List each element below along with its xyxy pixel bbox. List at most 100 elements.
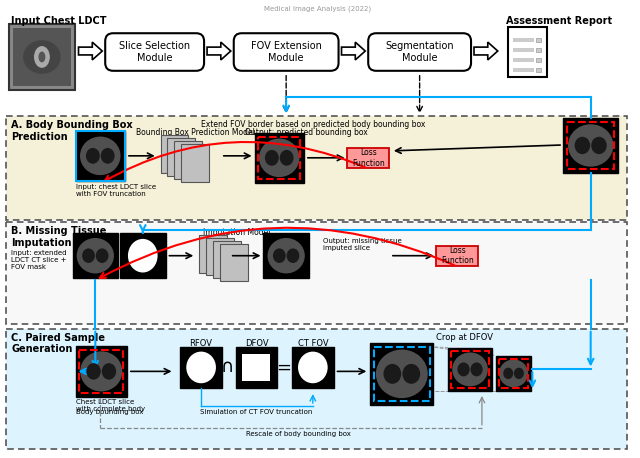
Text: Input Chest LDCT: Input Chest LDCT: [12, 16, 107, 27]
Bar: [370, 343, 433, 405]
Ellipse shape: [268, 238, 305, 273]
Text: DFOV: DFOV: [244, 339, 268, 348]
Bar: [259, 137, 300, 179]
Ellipse shape: [499, 360, 528, 387]
Ellipse shape: [23, 40, 61, 74]
Text: Output: missing tissue
imputed slice: Output: missing tissue imputed slice: [323, 238, 401, 251]
FancyBboxPatch shape: [105, 33, 204, 71]
Bar: [563, 118, 618, 173]
Text: B. Missing Tissue
Imputation: B. Missing Tissue Imputation: [12, 226, 107, 248]
Bar: [242, 354, 270, 381]
Text: Loss
Function: Loss Function: [352, 148, 385, 168]
Bar: [374, 347, 429, 401]
Text: =: =: [276, 359, 291, 376]
Ellipse shape: [82, 248, 95, 263]
Bar: [508, 27, 547, 77]
Bar: [72, 233, 118, 278]
Text: Crop at DFOV: Crop at DFOV: [436, 333, 493, 342]
Bar: [175, 141, 202, 179]
Bar: [6, 222, 627, 324]
Bar: [236, 347, 277, 388]
Bar: [513, 38, 534, 42]
Text: RFOV: RFOV: [189, 339, 212, 348]
Ellipse shape: [503, 368, 513, 379]
Bar: [181, 144, 209, 181]
Text: Assessment Report: Assessment Report: [506, 16, 612, 27]
Bar: [513, 48, 534, 52]
Text: Extend FOV border based on predicted body bounding box: Extend FOV border based on predicted bod…: [201, 120, 425, 129]
Ellipse shape: [86, 363, 100, 380]
Ellipse shape: [298, 352, 328, 383]
Bar: [76, 131, 125, 180]
Ellipse shape: [383, 364, 401, 384]
Bar: [13, 28, 70, 86]
Bar: [348, 148, 389, 168]
Text: Input: chest LDCT slice
with FOV truncation: Input: chest LDCT slice with FOV truncat…: [76, 184, 156, 196]
Bar: [10, 24, 74, 90]
Bar: [199, 235, 227, 273]
Text: Slice Selection
Module: Slice Selection Module: [119, 41, 190, 63]
Ellipse shape: [128, 239, 157, 273]
Ellipse shape: [80, 136, 120, 175]
Bar: [536, 68, 541, 72]
Text: Body bounding box: Body bounding box: [76, 409, 143, 415]
Bar: [536, 58, 541, 62]
Polygon shape: [207, 42, 231, 60]
Ellipse shape: [591, 137, 607, 154]
Polygon shape: [342, 42, 365, 60]
Ellipse shape: [86, 148, 100, 164]
Text: Segmentation
Module: Segmentation Module: [385, 41, 454, 63]
Ellipse shape: [100, 148, 115, 164]
Ellipse shape: [458, 362, 470, 376]
Bar: [161, 135, 188, 173]
Bar: [76, 346, 127, 397]
Text: Medical Image Analysis (2022): Medical Image Analysis (2022): [264, 5, 371, 12]
Text: Output: predicted bounding box: Output: predicted bounding box: [244, 128, 367, 137]
Bar: [220, 244, 248, 281]
Ellipse shape: [259, 138, 300, 177]
Text: Input: extended
LDCT CT slice +
FOV mask: Input: extended LDCT CT slice + FOV mask: [12, 250, 67, 270]
Bar: [6, 329, 627, 449]
Ellipse shape: [470, 362, 483, 376]
Ellipse shape: [38, 51, 45, 62]
Bar: [451, 351, 489, 388]
Bar: [213, 241, 241, 278]
Ellipse shape: [452, 353, 488, 387]
Bar: [120, 233, 166, 278]
Ellipse shape: [186, 352, 216, 383]
Ellipse shape: [280, 150, 294, 166]
Bar: [168, 138, 195, 175]
Bar: [79, 349, 123, 393]
Bar: [448, 348, 492, 391]
Text: Imputation Model: Imputation Model: [203, 228, 271, 237]
Ellipse shape: [34, 46, 50, 68]
Ellipse shape: [287, 248, 300, 263]
Text: Rescale of body bounding box: Rescale of body bounding box: [246, 431, 351, 437]
Ellipse shape: [376, 349, 428, 398]
Text: Loss
Function: Loss Function: [441, 246, 474, 265]
FancyBboxPatch shape: [368, 33, 471, 71]
Ellipse shape: [80, 351, 122, 392]
Ellipse shape: [102, 363, 116, 380]
Ellipse shape: [273, 248, 285, 263]
Ellipse shape: [575, 137, 590, 154]
Text: Simulation of CT FOV truncation: Simulation of CT FOV truncation: [200, 409, 313, 415]
Bar: [513, 58, 534, 62]
Ellipse shape: [568, 124, 613, 167]
Ellipse shape: [77, 238, 114, 273]
Text: FOV Extension
Module: FOV Extension Module: [251, 41, 321, 63]
Bar: [513, 68, 534, 72]
Text: Chest LDCT slice
with complete body: Chest LDCT slice with complete body: [76, 399, 145, 412]
Ellipse shape: [514, 368, 524, 379]
Bar: [6, 116, 627, 220]
FancyBboxPatch shape: [234, 33, 339, 71]
Bar: [264, 233, 309, 278]
Bar: [206, 238, 234, 275]
Bar: [255, 133, 304, 183]
Bar: [536, 38, 541, 42]
Bar: [567, 122, 614, 169]
Text: ∩: ∩: [220, 359, 234, 376]
Polygon shape: [474, 42, 498, 60]
Polygon shape: [79, 42, 102, 60]
Text: A. Body Bounding Box
Prediction: A. Body Bounding Box Prediction: [12, 120, 133, 142]
